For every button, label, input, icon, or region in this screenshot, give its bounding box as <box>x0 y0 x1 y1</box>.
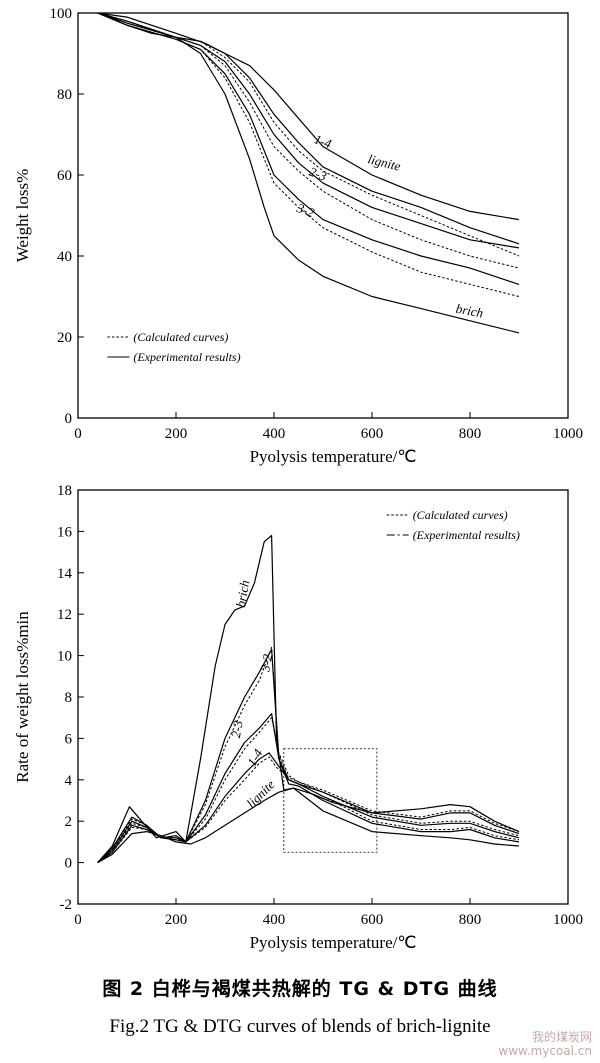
y-tick-label: 40 <box>57 249 72 265</box>
y-tick-label: 16 <box>57 524 73 540</box>
curve-label-lignite: lignite <box>366 151 402 174</box>
x-tick-label: 1000 <box>553 912 583 928</box>
legend-label: (Calculated curves) <box>413 508 508 522</box>
curve-label-brich: brich <box>233 579 253 609</box>
series-line-3-2-solid <box>97 648 520 864</box>
tg-chart: 0 200 400 600 800 1000 0 20 40 60 80 100 Pyolysis te… <box>13 6 583 466</box>
series-line-1-4-solid <box>97 752 520 864</box>
curve-label-2-3: 2-3 <box>228 719 246 739</box>
highlight-box <box>283 748 378 853</box>
watermark: 我的煤炭网 www.mycoal.cn <box>498 1030 592 1058</box>
caption-chinese: 图 2 白桦与褐煤共热解的 TG & DTG 曲线 <box>102 978 498 1000</box>
y-tick-label: 20 <box>57 330 72 346</box>
y-tick-label: -2 <box>60 897 73 913</box>
curve-label-3-2: 3-2 <box>294 200 317 221</box>
plot-frame <box>77 12 569 419</box>
y-tick-label: 14 <box>57 566 73 582</box>
curve-label-3-2: 3-2 <box>257 653 275 674</box>
series-line-brich-solid <box>97 12 520 334</box>
series-line-lignite-solid <box>97 787 520 864</box>
y-tick-label: 10 <box>57 649 72 665</box>
curve-label-lignite: lignite <box>243 777 277 811</box>
series-line-2-3-solid <box>97 713 520 864</box>
y-tick-label: 60 <box>57 168 72 184</box>
series-line-2-3-dotted <box>97 717 520 863</box>
curve-label-1-4: 1-4 <box>244 746 266 769</box>
curve-label-2-3: 2-3 <box>307 164 329 184</box>
y-tick-label: 2 <box>65 814 73 830</box>
legend-label: (Calculated curves) <box>133 330 228 344</box>
y-axis-label: Weight loss% <box>13 169 32 263</box>
y-tick-label: 12 <box>57 607 72 623</box>
x-tick-label: 1000 <box>553 426 583 442</box>
y-tick-label: 4 <box>65 773 73 789</box>
series-line-1-4-dotted <box>97 756 520 864</box>
curve-label-brich: brich <box>455 301 485 321</box>
curve-label-1-4: 1-4 <box>312 131 334 151</box>
series-line-brich-solid <box>97 534 520 863</box>
y-tick-label: 0 <box>65 411 73 427</box>
x-tick-label: 800 <box>459 912 482 928</box>
watermark-line2: www.mycoal.cn <box>498 1044 592 1058</box>
series-line-lignite-solid <box>97 12 520 221</box>
legend-label: (Experimental results) <box>413 528 520 542</box>
series-line-1-4-dotted <box>97 12 520 257</box>
series-line-3-2-dotted <box>97 646 520 863</box>
y-axis-label: Rate of weight loss%min <box>13 611 32 783</box>
x-tick-label: 600 <box>361 426 384 442</box>
y-tick-label: 0 <box>65 856 73 872</box>
series-line-3-2-dotted <box>97 12 520 297</box>
x-tick-label: 200 <box>165 912 188 928</box>
y-tick-label: 8 <box>65 690 73 706</box>
y-tick-label: 80 <box>57 87 72 103</box>
x-axis-label: Pyolysis temperature/℃ <box>250 447 417 466</box>
x-tick-label: 400 <box>263 912 286 928</box>
x-tick-label: 0 <box>74 426 82 442</box>
x-tick-label: 400 <box>263 426 286 442</box>
y-tick-label: 18 <box>57 483 72 499</box>
caption-english: Fig.2 TG & DTG curves of blends of brich… <box>109 1016 491 1037</box>
dtg-chart: 0 200 400 600 800 1000-2024681012141618Pyolys… <box>13 483 583 952</box>
plot-frame <box>77 489 569 905</box>
y-tick-label: 6 <box>65 731 73 747</box>
x-axis-label: Pyolysis temperature/℃ <box>250 933 417 952</box>
y-tick-label: 100 <box>50 6 73 22</box>
legend-label: (Experimental results) <box>133 350 240 364</box>
x-tick-label: 200 <box>165 426 188 442</box>
series-line-3-2-solid <box>97 12 520 285</box>
watermark-line1: 我的煤炭网 <box>531 1030 592 1044</box>
x-tick-label: 600 <box>361 912 384 928</box>
x-tick-label: 800 <box>459 426 482 442</box>
x-tick-label: 0 <box>74 912 82 928</box>
